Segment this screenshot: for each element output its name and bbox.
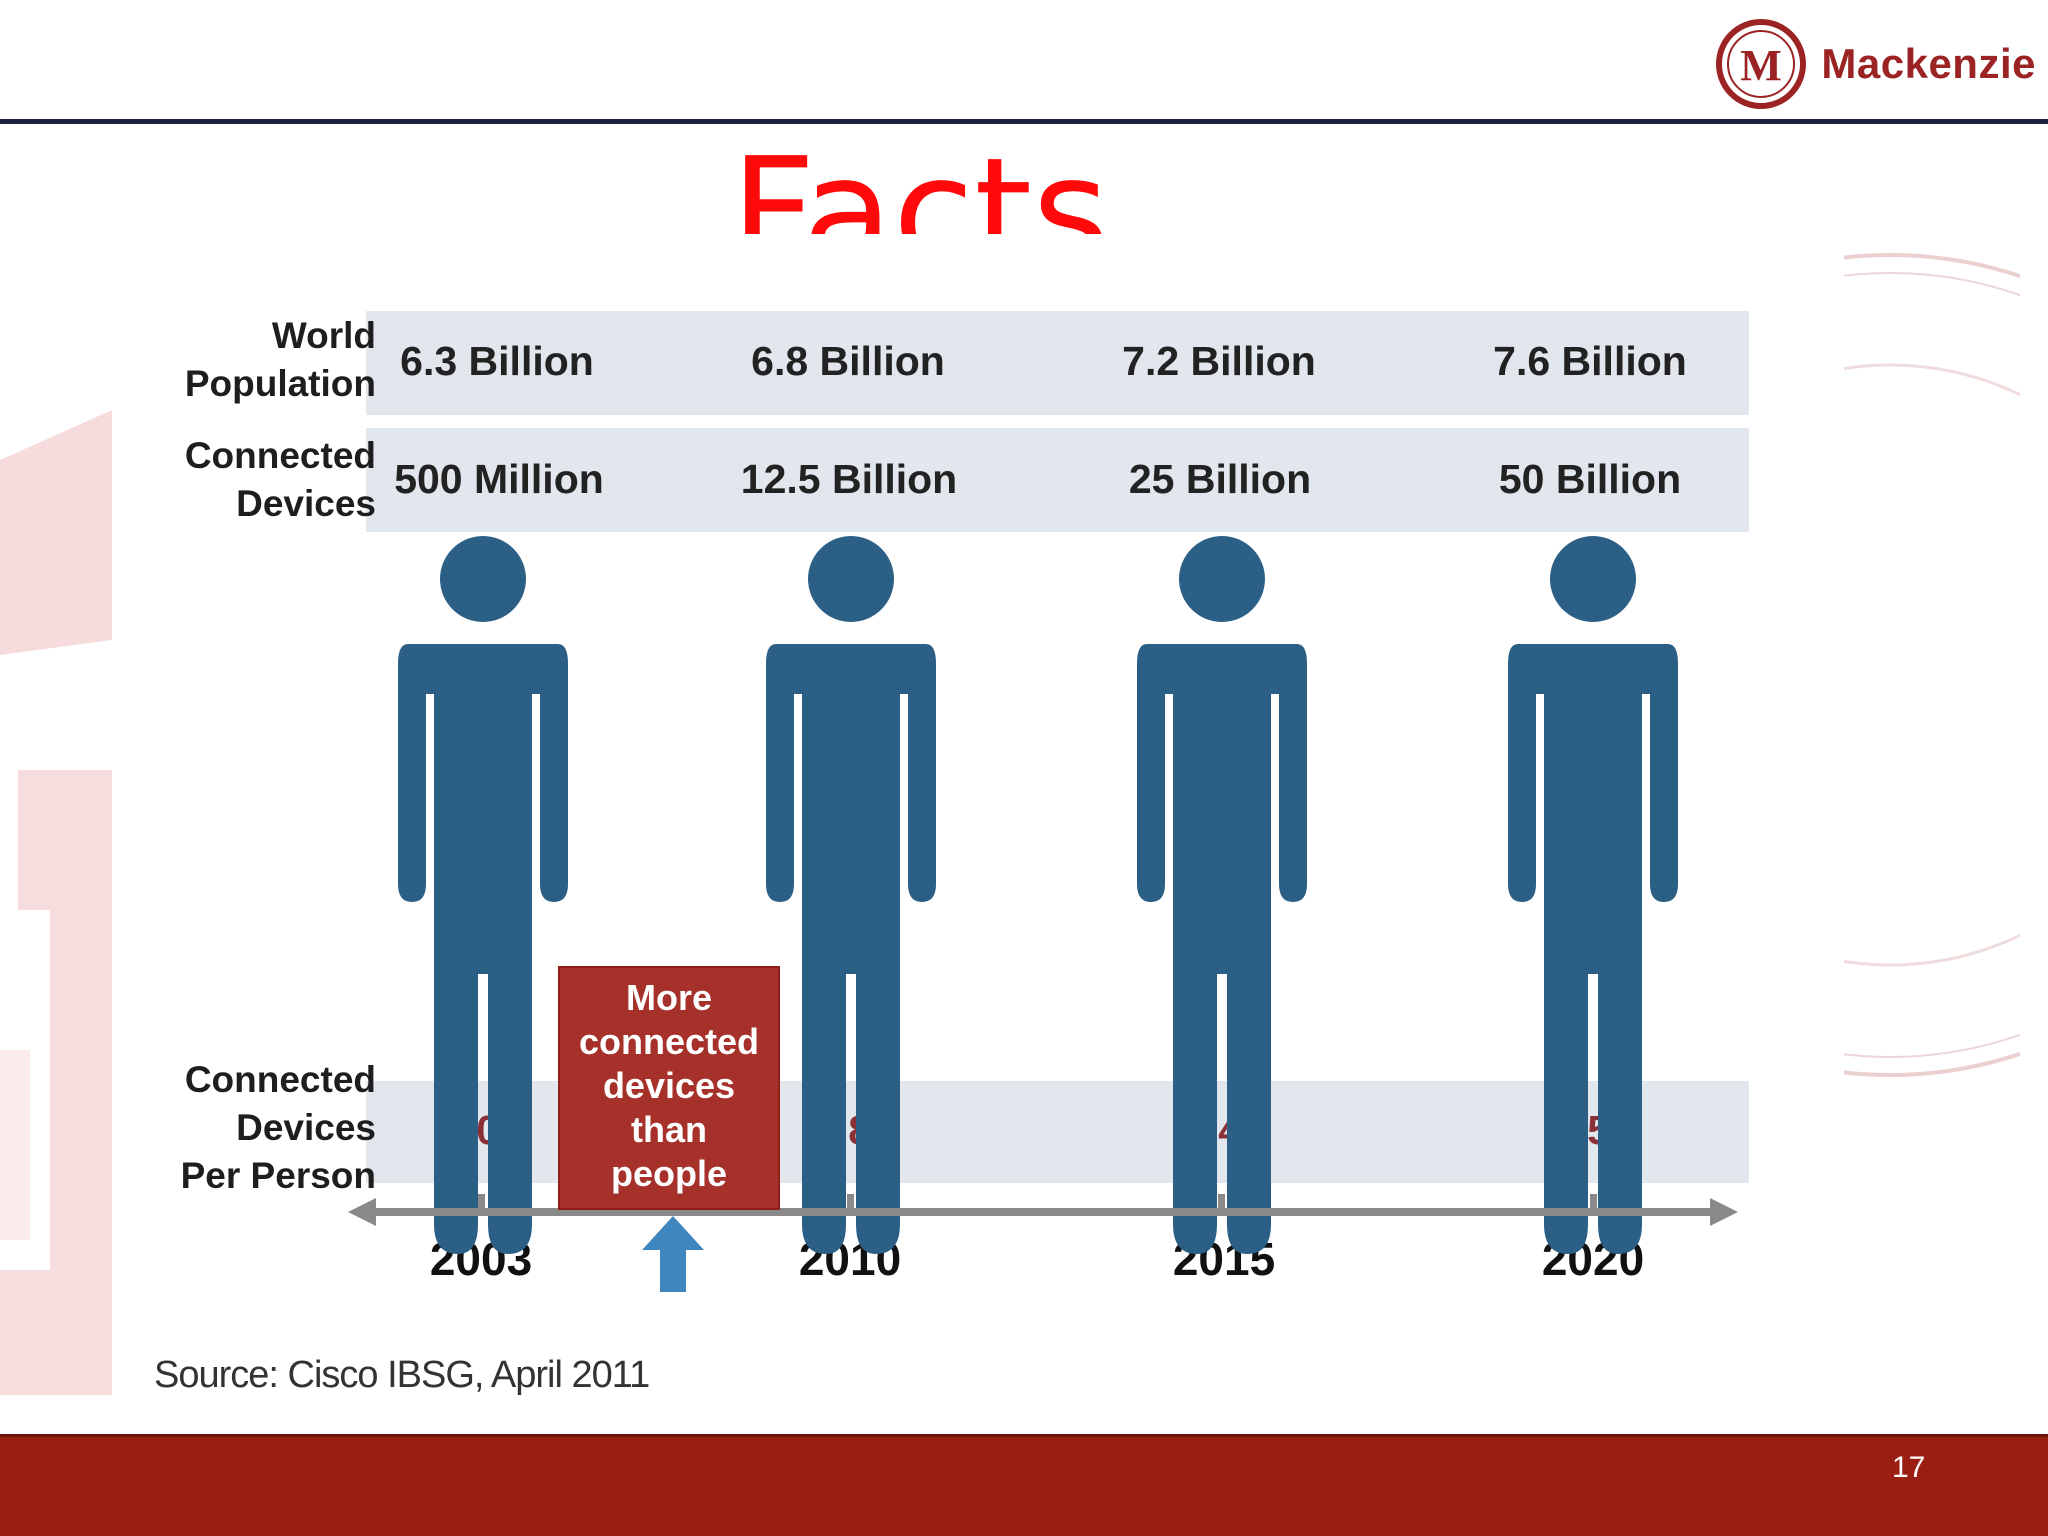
callout-box: More connected devices than people <box>558 966 780 1210</box>
infographic-panel: World Population Connected Devices Conne… <box>112 234 1844 1396</box>
brand-logo-letter: M <box>1741 41 1783 90</box>
footer-bar <box>0 1434 2048 1536</box>
brand-logo-group: M Mackenzie <box>1715 19 2036 109</box>
devices-value-2003: 500 Million <box>394 456 604 502</box>
row-label-line: Devices <box>236 1107 376 1148</box>
person-figure-icon <box>1508 536 1678 1254</box>
callout-line: More <box>625 977 712 1018</box>
callout-line: people <box>610 1153 727 1194</box>
row-label-line: Connected <box>184 435 376 476</box>
population-value-2010: 6.8 Billion <box>751 338 945 384</box>
axis-tick <box>478 1194 485 1214</box>
devices-value-2020: 50 Billion <box>1498 456 1682 502</box>
axis-tick <box>1590 1194 1597 1214</box>
mackenzie-seal-icon: M <box>1716 19 1807 109</box>
header-divider <box>0 119 2048 124</box>
person-figure-icon <box>398 536 568 1254</box>
person-figure-icon <box>1137 536 1307 1254</box>
slide-number: 17 <box>1892 1451 1926 1484</box>
timeline-axis <box>348 1194 1738 1226</box>
connected-devices-label: Connected Devices <box>185 432 376 528</box>
devices-value-2010: 12.5 Billion <box>740 456 958 502</box>
population-value-2015: 7.2 Billion <box>1122 338 1316 384</box>
brand-name: Mackenzie <box>1821 40 2036 87</box>
devices-per-person-label: Connected Devices Per Person <box>181 1056 376 1200</box>
row-label-line: Population <box>184 363 376 404</box>
row-label-line: World <box>271 315 376 356</box>
person-figure-icon <box>766 536 936 1254</box>
population-value-2003: 6.3 Billion <box>400 338 594 384</box>
callout-line: than <box>631 1109 707 1150</box>
world-population-label: World Population <box>185 312 376 408</box>
source-citation: Source: Cisco IBSG, April 2011 <box>154 1354 650 1396</box>
row-label-line: Per Person <box>180 1155 376 1196</box>
population-value-2020: 7.6 Billion <box>1493 338 1687 384</box>
axis-tick <box>847 1194 854 1214</box>
axis-tick <box>1218 1194 1225 1214</box>
up-arrow-icon <box>642 1216 704 1292</box>
callout-line: devices <box>602 1065 736 1106</box>
world-population-band <box>366 311 1749 415</box>
devices-value-2015: 25 Billion <box>1128 456 1312 502</box>
row-label-line: Devices <box>236 483 376 524</box>
connected-devices-band <box>366 428 1749 532</box>
left-watermark-decoration <box>0 410 112 1395</box>
callout-line: connected <box>578 1021 760 1062</box>
row-label-line: Connected <box>184 1059 376 1100</box>
